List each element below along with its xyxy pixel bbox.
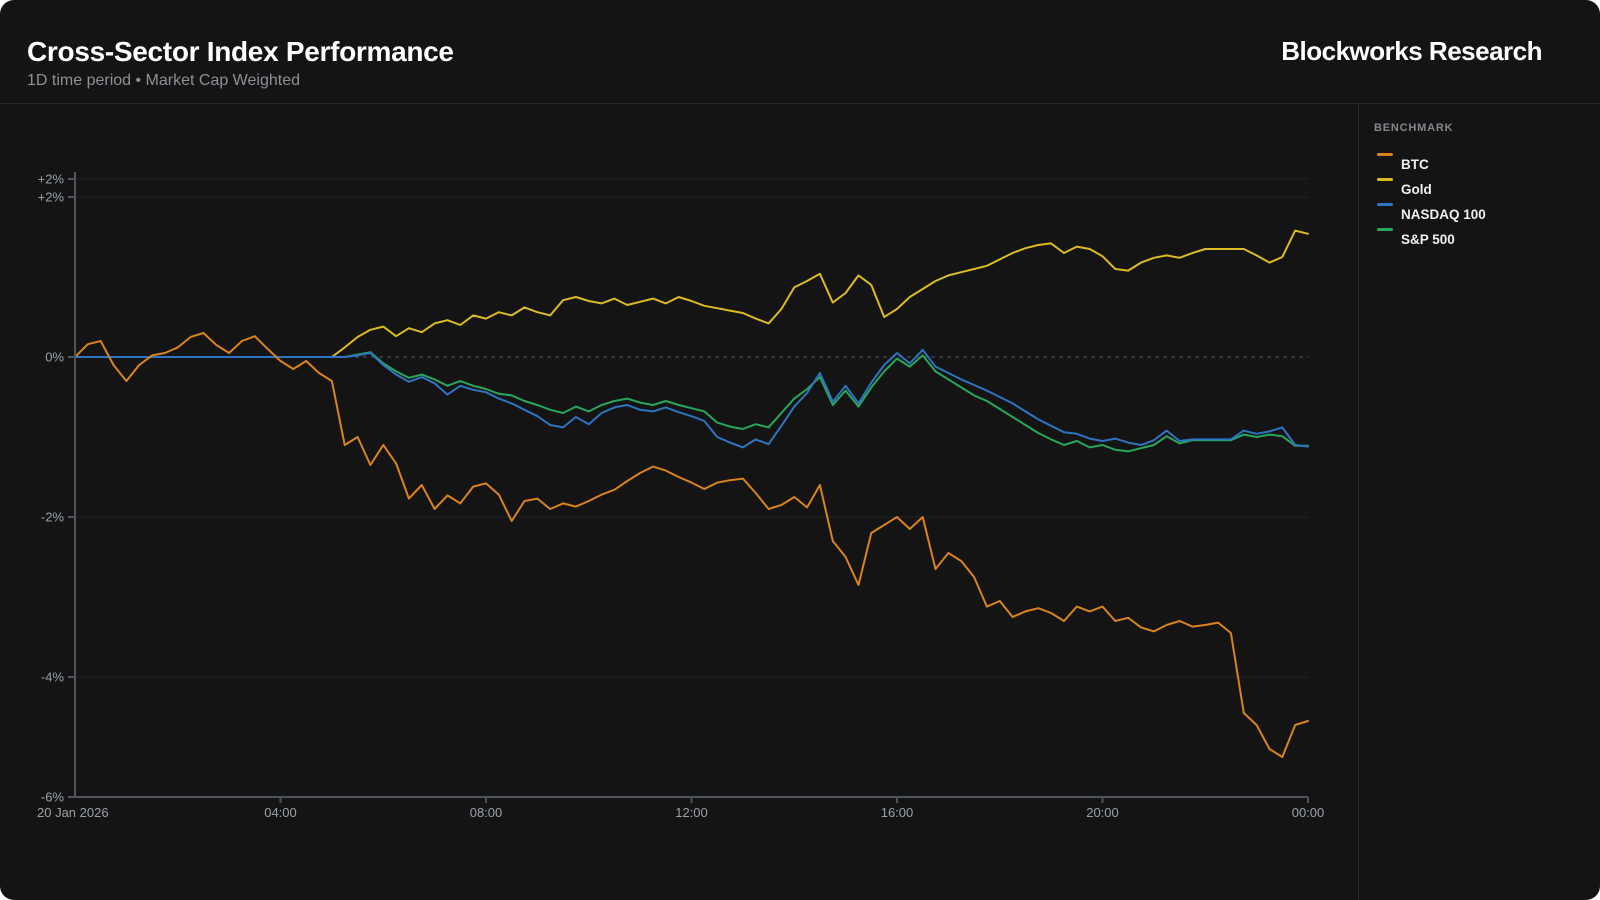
x-tick-label: 12:00 bbox=[675, 805, 708, 820]
y-tick-label: -2% bbox=[41, 510, 65, 525]
sp500-line-swatch bbox=[1377, 228, 1393, 231]
legend-label-sp500: S&P 500 bbox=[1401, 232, 1455, 247]
y-tick-label: -4% bbox=[41, 670, 65, 685]
legend-item-gold[interactable]: Gold bbox=[1374, 175, 1574, 200]
x-tick-label: 20:00 bbox=[1086, 805, 1119, 820]
x-tick-label: 08:00 bbox=[470, 805, 503, 820]
header-divider bbox=[0, 103, 1600, 104]
y-tick-label: +2% bbox=[38, 172, 65, 187]
nasdaq-line-swatch bbox=[1377, 203, 1393, 206]
legend-item-nasdaq[interactable]: NASDAQ 100 bbox=[1374, 200, 1574, 225]
legend-label-gold: Gold bbox=[1401, 182, 1432, 197]
y-tick-label: -6% bbox=[41, 790, 65, 805]
x-tick-label: 00:00 bbox=[1292, 805, 1325, 820]
plot-area[interactable] bbox=[75, 172, 1308, 797]
benchmark-legend: BENCHMARK BTC Gold NASDAQ 100 S&P 500 bbox=[1374, 122, 1574, 250]
page-subtitle: 1D time period • Market Cap Weighted bbox=[27, 72, 300, 89]
x-tick-label: 04:00 bbox=[264, 805, 297, 820]
y-tick-label: 0% bbox=[45, 350, 64, 365]
series-line-btc bbox=[74, 332, 1309, 758]
legend-heading: BENCHMARK bbox=[1374, 122, 1454, 134]
gold-line-swatch bbox=[1377, 178, 1393, 181]
legend-panel-divider bbox=[1358, 103, 1359, 900]
legend-label-nasdaq: NASDAQ 100 bbox=[1401, 207, 1486, 222]
btc-line-swatch bbox=[1377, 153, 1393, 156]
y-tick-label: +2% bbox=[38, 190, 65, 205]
legend-label-btc: BTC bbox=[1401, 157, 1429, 172]
x-tick-label: 16:00 bbox=[881, 805, 914, 820]
x-tick-label: 20 Jan 2026 bbox=[37, 805, 109, 820]
page-title: Cross-Sector Index Performance bbox=[27, 36, 454, 67]
series-line-nasdaq-100 bbox=[74, 348, 1309, 449]
legend-item-btc[interactable]: BTC bbox=[1374, 150, 1574, 175]
brand-logo: Blockworks Research bbox=[1281, 36, 1542, 66]
legend-item-sp500[interactable]: S&P 500 bbox=[1374, 225, 1574, 250]
